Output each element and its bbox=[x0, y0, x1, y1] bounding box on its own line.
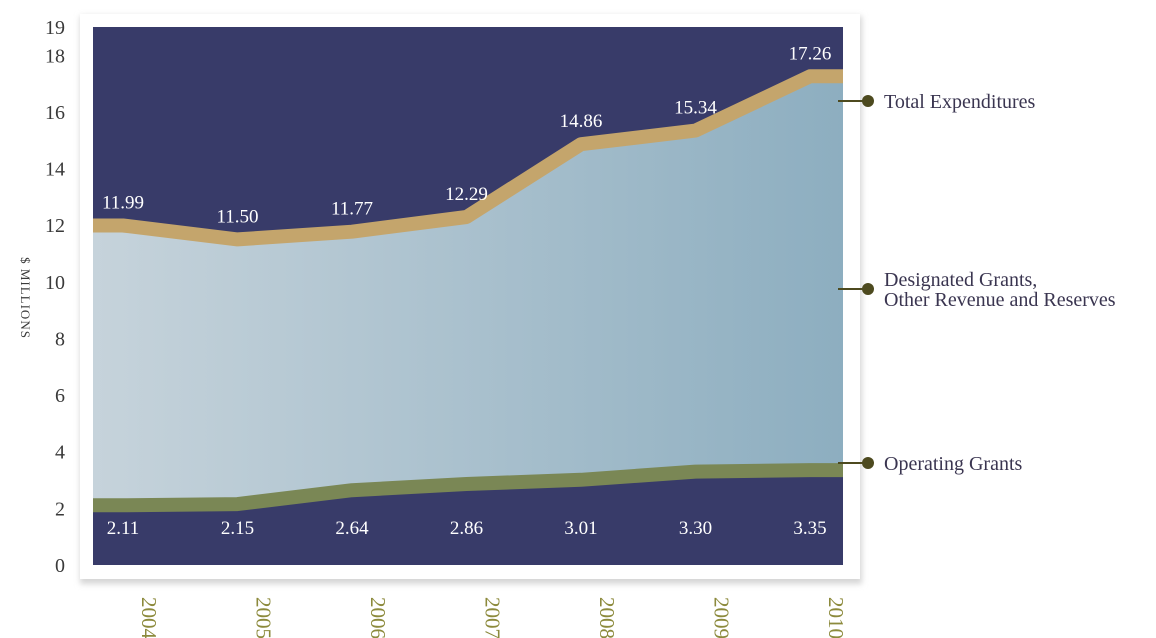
x-axis-ticks: 2004 2005 2006 2007 2008 2009 2010 bbox=[137, 597, 848, 638]
operating-value-label: 2.64 bbox=[335, 518, 369, 539]
operating-value-label: 3.30 bbox=[679, 518, 712, 539]
y-tick-label: 18 bbox=[45, 45, 65, 67]
x-tick-label: 2005 bbox=[252, 597, 276, 638]
operating-grants-band bbox=[93, 463, 843, 513]
legend-designated-grants-label: Other Revenue and Reserves bbox=[884, 289, 1116, 311]
total-value-label: 11.50 bbox=[216, 206, 258, 227]
legend-designated-grants-marker bbox=[862, 283, 874, 295]
total-expenditures-band bbox=[93, 69, 843, 247]
x-tick-label: 2010 bbox=[824, 597, 848, 638]
y-tick-label: 14 bbox=[45, 159, 65, 181]
legend: Total Expenditures Designated Grants,Othe… bbox=[838, 91, 1116, 475]
total-value-label: 12.29 bbox=[445, 184, 488, 205]
y-tick-label: 12 bbox=[45, 215, 65, 237]
operating-value-label: 3.01 bbox=[564, 518, 597, 539]
total-value-label: 11.77 bbox=[331, 199, 373, 220]
legend-total-expenditures-label: Total Expenditures bbox=[884, 91, 1036, 113]
x-tick-label: 2007 bbox=[481, 597, 505, 638]
y-tick-label: 6 bbox=[55, 385, 65, 407]
y-axis-ticks: 0 2 4 6 8 10 12 14 16 18 19 bbox=[45, 17, 65, 577]
total-value-label: 14.86 bbox=[560, 111, 603, 132]
y-tick-label: 4 bbox=[55, 442, 65, 464]
operating-value-label: 2.11 bbox=[107, 518, 140, 539]
x-tick-label: 2009 bbox=[710, 597, 734, 638]
designated-grants-area bbox=[93, 76, 843, 506]
y-axis-label: $ MILLIONS bbox=[18, 257, 33, 339]
y-tick-label: 19 bbox=[45, 17, 65, 39]
operating-value-label: 2.86 bbox=[450, 518, 483, 539]
data-labels: 11.99 11.50 11.77 12.29 14.86 15.34 17.26 2.11 2… bbox=[102, 43, 831, 539]
x-tick-label: 2004 bbox=[137, 597, 161, 638]
operating-value-label: 2.15 bbox=[221, 518, 254, 539]
legend-total-expenditures-marker bbox=[862, 95, 874, 107]
legend-operating-grants-label: Operating Grants bbox=[884, 453, 1023, 475]
y-tick-label: 10 bbox=[45, 272, 65, 294]
y-tick-label: 8 bbox=[55, 328, 65, 350]
operating-value-label: 3.35 bbox=[793, 518, 826, 539]
x-tick-label: 2006 bbox=[366, 597, 390, 638]
total-value-label: 15.34 bbox=[674, 98, 717, 119]
x-tick-label: 2008 bbox=[595, 597, 619, 638]
legend-designated-grants-label: Designated Grants, bbox=[884, 269, 1037, 291]
y-tick-label: 0 bbox=[55, 555, 65, 577]
y-tick-label: 2 bbox=[55, 498, 65, 520]
total-value-label: 17.26 bbox=[789, 43, 832, 64]
legend-operating-grants-marker bbox=[862, 457, 874, 469]
y-tick-label: 16 bbox=[45, 102, 65, 124]
total-value-label: 11.99 bbox=[102, 192, 144, 213]
